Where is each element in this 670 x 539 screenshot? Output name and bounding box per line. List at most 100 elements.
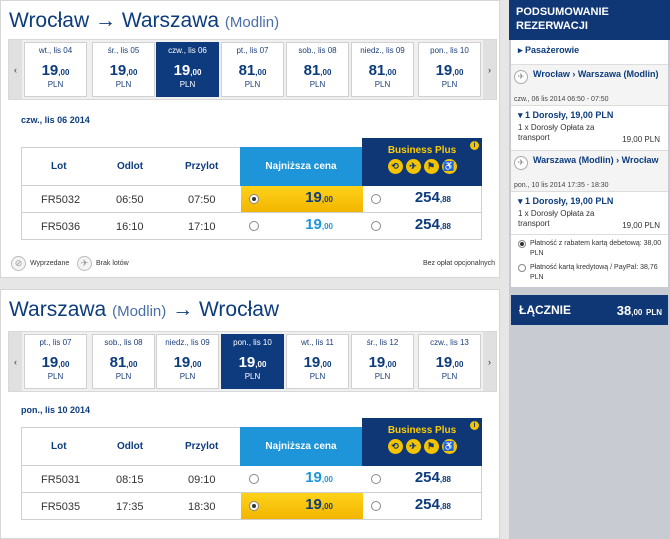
route-from: Wrocław	[9, 9, 90, 32]
return-panel: Warszawa (Modlin) → Wrocław ‹ pt., lis 0…	[0, 289, 500, 539]
arrival-time: 18:30	[188, 501, 216, 513]
return-flight-table: Lot Odlot Przylot Najniższa cena i Busin…	[21, 418, 483, 520]
date-currency: PLN	[441, 372, 458, 381]
lowest-fare-radio[interactable]	[249, 474, 259, 484]
date-label: czw., lis 06	[168, 46, 207, 55]
flight-row: FR5032 06:50 07:50 19,00 254,88	[21, 186, 482, 213]
lowest-fare-price: 19,00	[305, 496, 333, 513]
payment-debit-radio[interactable]	[518, 240, 526, 248]
col-departure: Odlot	[117, 441, 144, 452]
date-currency: PLN	[115, 80, 132, 89]
date-option[interactable]: wt., lis 04 19,00 PLN	[24, 42, 87, 97]
lowest-fare-cell[interactable]: 19,00	[241, 186, 363, 212]
outbound-next-dates-button[interactable]: ›	[483, 40, 496, 99]
date-option[interactable]: czw., lis 06 19,00 PLN	[156, 42, 219, 97]
date-price: 19,00	[368, 354, 397, 371]
expand-arrow-icon: ▸	[518, 45, 523, 55]
info-icon[interactable]: i	[470, 421, 479, 430]
outbound-prev-dates-button[interactable]: ‹	[9, 40, 22, 99]
date-currency: PLN	[309, 80, 326, 89]
col-arrival: Przylot	[185, 441, 219, 452]
total-label: ŁĄCZNIE	[519, 303, 571, 317]
payment-options: Płatność z rabatem kartą debetową: 38,00…	[511, 234, 668, 286]
payment-credit-option[interactable]: Płatność kartą kredytową / PayPal: 38,76…	[518, 263, 668, 283]
col-flight: Lot	[51, 441, 67, 452]
date-currency: PLN	[309, 372, 326, 381]
plane-icon: ✈	[514, 70, 528, 84]
route-arrow-icon: →	[94, 9, 116, 32]
date-option[interactable]: pon., lis 10 19,00 PLN	[418, 42, 481, 97]
business-fare-radio[interactable]	[371, 501, 381, 511]
flight-row: FR5031 08:15 09:10 19,00 254,88	[21, 466, 482, 493]
date-currency: PLN	[115, 372, 132, 381]
date-label: niedz., lis 09	[165, 338, 210, 347]
date-option[interactable]: niedz., lis 09 19,00 PLN	[156, 334, 219, 389]
summary-fare-outbound: ▾ 1 Dorosły, 19,00 PLN 1 x Dorosły Opłat…	[518, 110, 660, 144]
date-currency: PLN	[441, 80, 458, 89]
business-fare-cell[interactable]: 254,88	[363, 466, 483, 492]
date-option[interactable]: pon., lis 10 19,00 PLN	[221, 334, 284, 389]
business-fare-price: 254,88	[414, 469, 451, 486]
payment-debit-option[interactable]: Płatność z rabatem kartą debetową: 38,00…	[518, 239, 668, 259]
collapse-arrow-icon[interactable]: ▾	[518, 110, 523, 120]
summary-title: PODSUMOWANIE REZERWACJI	[509, 0, 670, 40]
date-currency: PLN	[179, 372, 196, 381]
info-icon[interactable]: i	[470, 141, 479, 150]
fast-track-icon: ✈	[405, 439, 421, 454]
return-prev-dates-button[interactable]: ‹	[9, 332, 22, 391]
date-option[interactable]: pt., lis 07 19,00 PLN	[24, 334, 87, 389]
lowest-fare-radio[interactable]	[249, 194, 259, 204]
departure-time: 08:15	[116, 474, 144, 486]
date-price: 19,00	[173, 354, 202, 371]
business-fare-price: 254,88	[414, 216, 451, 233]
business-fare-cell[interactable]: 254,88	[363, 493, 483, 519]
date-price: 19,00	[109, 62, 138, 79]
lowest-fare-radio[interactable]	[249, 221, 259, 231]
lowest-fare-price: 19,00	[305, 469, 333, 486]
payment-credit-radio[interactable]	[518, 264, 526, 272]
col-lowest-price: Najniższa cena	[240, 427, 362, 466]
outbound-panel: Wrocław → Warszawa (Modlin) ‹ wt., lis 0…	[0, 0, 500, 278]
date-option[interactable]: niedz., lis 09 81,00 PLN	[351, 42, 414, 97]
date-label: śr., lis 05	[107, 46, 140, 55]
lowest-fare-cell[interactable]: 19,00	[241, 493, 363, 519]
route-arrow-icon: →	[172, 298, 194, 321]
lowest-fare-price: 19,00	[305, 216, 333, 233]
route-to: Warszawa	[121, 9, 220, 32]
business-fare-radio[interactable]	[371, 221, 381, 231]
priority-icon: ⚑	[423, 159, 439, 174]
business-fare-cell[interactable]: 254,88	[363, 186, 483, 212]
date-price: 81,00	[368, 62, 397, 79]
business-fare-radio[interactable]	[371, 194, 381, 204]
luggage-icon: ♿	[441, 439, 457, 454]
date-option[interactable]: pt., lis 07 81,00 PLN	[221, 42, 284, 97]
summary-fare-return: ▾ 1 Dorosły, 19,00 PLN 1 x Dorosły Opłat…	[518, 196, 660, 230]
legend-no-flights: ✈ Brak lotów	[77, 256, 129, 271]
lowest-fare-cell[interactable]: 19,00	[241, 466, 363, 492]
date-option[interactable]: czw., lis 13 19,00 PLN	[418, 334, 481, 389]
lowest-fare-radio[interactable]	[249, 501, 259, 511]
flight-number: FR5031	[41, 474, 81, 486]
return-next-dates-button[interactable]: ›	[483, 332, 496, 391]
total-value: 38,00 PLN	[616, 303, 662, 318]
no-flights-icon: ✈	[77, 256, 92, 271]
collapse-arrow-icon[interactable]: ▾	[518, 196, 523, 206]
date-option[interactable]: śr., lis 12 19,00 PLN	[351, 334, 414, 389]
date-label: niedz., lis 09	[360, 46, 405, 55]
date-option[interactable]: sob., lis 08 81,00 PLN	[92, 334, 155, 389]
passengers-toggle[interactable]: ▸ Pasażerowie	[518, 45, 580, 55]
outbound-flight-rows: FR5032 06:50 07:50 19,00 254,88 FR5036 16:10 17…	[21, 186, 482, 240]
lowest-fare-cell[interactable]: 19,00	[241, 213, 363, 239]
business-fare-radio[interactable]	[371, 474, 381, 484]
date-price: 19,00	[435, 62, 464, 79]
return-route-title: Warszawa (Modlin) → Wrocław	[9, 298, 279, 322]
date-option[interactable]: sob., lis 08 81,00 PLN	[286, 42, 349, 97]
business-fare-cell[interactable]: 254,88	[363, 213, 483, 239]
date-option[interactable]: wt., lis 11 19,00 PLN	[286, 334, 349, 389]
outbound-date-strip: ‹ wt., lis 04 19,00 PLN śr., lis 05 19,00 PLN…	[8, 39, 497, 100]
route-to-airport: (Modlin)	[224, 14, 280, 31]
date-price: 19,00	[303, 354, 332, 371]
date-label: pon., lis 10	[430, 46, 469, 55]
date-option[interactable]: śr., lis 05 19,00 PLN	[92, 42, 155, 97]
arrival-time: 09:10	[188, 474, 216, 486]
